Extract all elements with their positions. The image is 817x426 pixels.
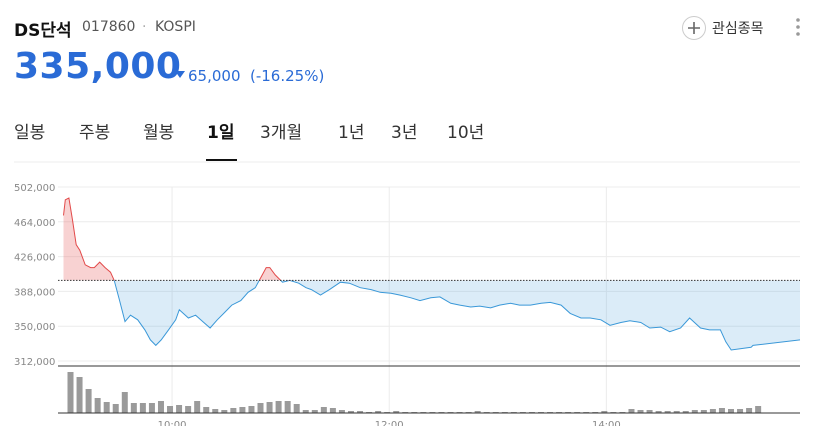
down-arrow (175, 71, 185, 78)
volume-bar (347, 411, 354, 413)
volume-bar (248, 406, 255, 413)
x-tick-label: 14:00 (592, 420, 621, 426)
period-tab[interactable]: 주봉 (79, 123, 111, 143)
volume-bar (474, 411, 481, 413)
y-tick-label: 312,000 (14, 357, 55, 368)
watch-button[interactable]: 관심종목 (712, 21, 764, 37)
volume-bar (275, 401, 282, 413)
volume-bar (700, 410, 707, 413)
volume-bar (682, 411, 689, 413)
current-price: 335,000 (14, 46, 182, 87)
volume-bar (257, 403, 264, 413)
stock-code: 017860 (82, 19, 136, 35)
area-down (63, 280, 800, 350)
y-tick-label: 502,000 (14, 183, 55, 194)
volume-bar (691, 410, 698, 413)
volume-bar (709, 409, 716, 413)
stock-name: DS단석 (14, 21, 72, 41)
change-percent: (-16.25%) (250, 67, 325, 85)
volume-bar (167, 406, 174, 413)
volume-bar (239, 407, 246, 413)
volume-bar (320, 407, 327, 413)
volume-bar (293, 404, 300, 413)
volume-bar (185, 406, 192, 413)
volume-bar (139, 403, 146, 413)
period-tab[interactable]: 1년 (338, 123, 365, 143)
volume-bar (284, 401, 291, 413)
volume-bar (628, 409, 635, 413)
volume-bar (601, 411, 608, 413)
volume-bar (311, 410, 318, 413)
volume-bar (375, 411, 382, 413)
period-tab[interactable]: 10년 (447, 123, 485, 143)
volume-bar (338, 410, 345, 413)
price-line-down (113, 280, 801, 351)
volume-bar (637, 410, 644, 413)
volume-bar (121, 392, 128, 413)
volume-bar (94, 398, 101, 413)
volume-bar (655, 411, 662, 413)
price-change: 65,000 (188, 67, 241, 85)
volume-bar (221, 410, 228, 413)
period-tab[interactable]: 3년 (391, 123, 418, 143)
volume-bar (357, 411, 364, 413)
volume-bar (212, 409, 219, 413)
period-tab[interactable]: 일봉 (14, 123, 46, 143)
volume-bar (664, 411, 671, 413)
volume-bar (157, 401, 164, 413)
period-tab[interactable]: 3개월 (260, 123, 303, 143)
volume-bar (755, 406, 762, 413)
area-up (63, 198, 290, 281)
x-tick-label: 12:00 (375, 420, 404, 426)
period-tab[interactable]: 월봉 (143, 123, 175, 143)
volume-bar (393, 411, 400, 413)
volume-bar (646, 410, 653, 413)
volume-bar (176, 405, 183, 413)
separator: · (142, 19, 147, 35)
y-tick-label: 426,000 (14, 253, 55, 264)
volume-bar (302, 410, 309, 413)
add-icon[interactable] (681, 15, 707, 41)
volume-bar (76, 377, 83, 413)
more-menu[interactable] (794, 16, 802, 40)
volume-bar (718, 408, 725, 413)
price-line-up (63, 197, 292, 281)
y-tick-label: 350,000 (14, 322, 55, 333)
volume-bar (737, 409, 744, 413)
y-tick-label: 464,000 (14, 218, 55, 229)
volume-bar (746, 408, 753, 413)
volume-bar (194, 401, 201, 413)
volume-bar (203, 407, 210, 413)
volume-bar (673, 411, 680, 413)
volume-bar (148, 403, 155, 413)
y-tick-label: 388,000 (14, 287, 55, 298)
period-tab[interactable]: 1일 (207, 123, 235, 143)
volume-bar (85, 389, 92, 413)
volume-bar (130, 403, 137, 413)
active-underline (206, 159, 237, 161)
volume-bar (230, 408, 237, 413)
market: KOSPI (155, 19, 196, 35)
volume-bar (112, 404, 119, 413)
volume-bar (727, 409, 734, 413)
volume-bar (266, 402, 273, 413)
volume-bar (329, 408, 336, 413)
x-tick-label: 10:00 (158, 420, 187, 426)
volume-bar (67, 372, 74, 413)
volume-bar (103, 402, 110, 413)
